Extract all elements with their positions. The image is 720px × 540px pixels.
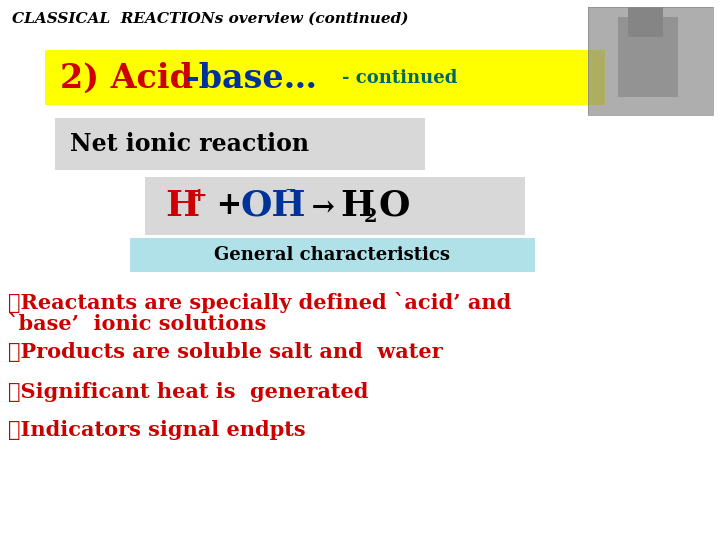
Text: General characteristics: General characteristics <box>215 246 451 264</box>
Text: - continued: - continued <box>342 69 457 87</box>
Text: ✓Indicators signal endpts: ✓Indicators signal endpts <box>8 420 305 440</box>
Text: +: + <box>206 191 253 221</box>
Text: OH: OH <box>241 189 307 223</box>
Bar <box>45 50 605 105</box>
Text: O: O <box>378 189 410 223</box>
Text: Net ionic reaction: Net ionic reaction <box>70 132 309 156</box>
Bar <box>145 177 525 235</box>
Text: →: → <box>302 194 344 221</box>
Text: ✓Products are soluble salt and  water: ✓Products are soluble salt and water <box>8 342 443 362</box>
Text: 2) Acid: 2) Acid <box>60 62 193 94</box>
Text: CLASSICAL  REACTIONs overview (continued): CLASSICAL REACTIONs overview (continued) <box>12 12 408 26</box>
Bar <box>130 238 535 272</box>
Text: ✓Reactants are specially defined `acid’ and: ✓Reactants are specially defined `acid’ … <box>8 292 511 313</box>
Text: ✓Significant heat is  generated: ✓Significant heat is generated <box>8 382 369 402</box>
Bar <box>588 7 713 115</box>
Text: H: H <box>165 189 199 223</box>
Text: 2: 2 <box>364 208 377 226</box>
Text: ⁻: ⁻ <box>285 185 297 207</box>
Text: +: + <box>191 187 207 205</box>
Bar <box>55 118 425 170</box>
Text: `base’  ionic solutions: `base’ ionic solutions <box>8 314 266 334</box>
Text: H: H <box>340 189 374 223</box>
Text: -base…: -base… <box>185 62 317 94</box>
